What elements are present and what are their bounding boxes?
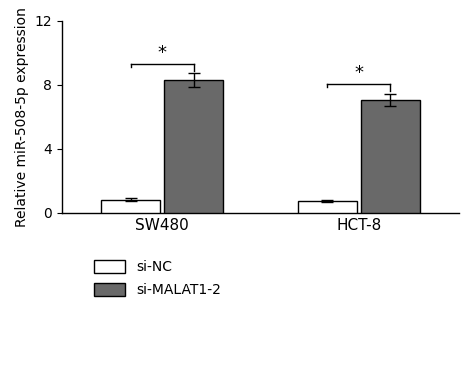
Y-axis label: Relative miR-508-5p expression: Relative miR-508-5p expression bbox=[15, 7, 29, 227]
Legend: si-NC, si-MALAT1-2: si-NC, si-MALAT1-2 bbox=[89, 255, 227, 303]
Bar bbox=[361, 100, 419, 213]
Text: *: * bbox=[158, 44, 167, 62]
Bar bbox=[298, 201, 357, 213]
Text: *: * bbox=[354, 64, 363, 82]
Bar bbox=[164, 80, 223, 213]
Bar bbox=[101, 200, 160, 213]
